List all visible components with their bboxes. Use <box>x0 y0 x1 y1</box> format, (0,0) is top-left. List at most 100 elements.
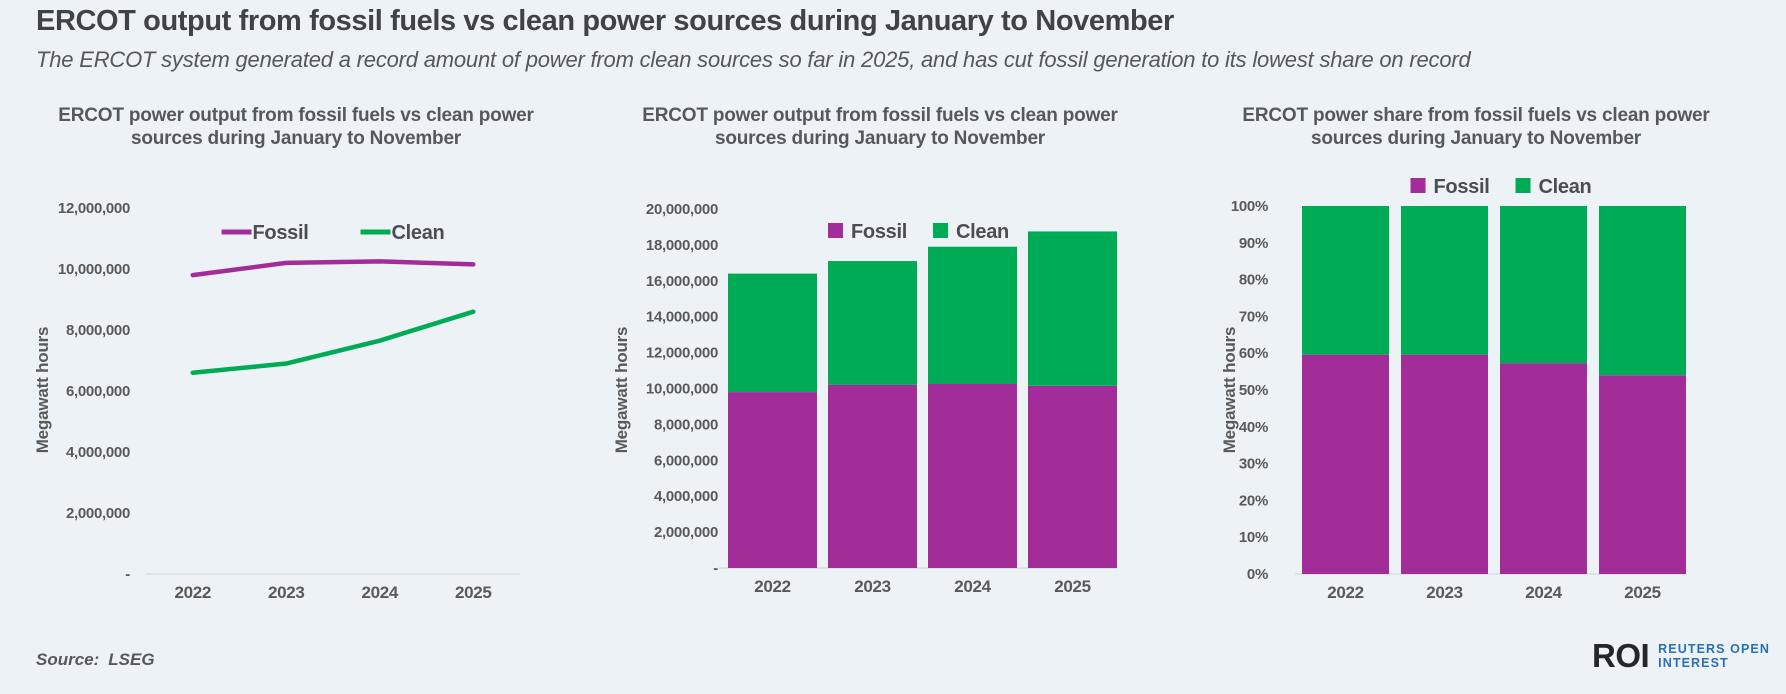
y-tick-label: 12,000,000 <box>58 200 130 217</box>
panel-stacked-bar-chart: ERCOT power output from fossil fuels vs … <box>600 95 1160 610</box>
bar-segment-fossil <box>1500 363 1587 574</box>
y-tick-label: 70% <box>1239 308 1268 325</box>
legend-label: Clean <box>392 222 445 244</box>
x-tick-label: 2022 <box>754 577 791 596</box>
y-tick-label: 80% <box>1239 272 1268 289</box>
y-axis-ticks: - 2,000,000 4,000,000 6,000,000 8,000,000 10,… <box>58 200 131 583</box>
y-tick-label: - <box>125 566 130 583</box>
bar-segment-fossil <box>828 384 917 568</box>
x-tick-label: 2023 <box>1426 583 1463 602</box>
panel-line-chart: ERCOT power output from fossil fuels vs … <box>36 95 556 610</box>
y-tick-label: 4,000,000 <box>654 488 718 505</box>
bar-segment-fossil <box>1599 375 1686 574</box>
x-tick-label: 2022 <box>174 583 211 602</box>
roi-logo-text: REUTERS OPEN INTEREST <box>1658 642 1770 670</box>
y-tick-label: 60% <box>1239 345 1268 362</box>
legend-label: Clean <box>956 221 1009 243</box>
roi-logo-mark: ROI <box>1592 637 1650 674</box>
page-title: ERCOT output from fossil fuels vs clean … <box>36 5 1174 37</box>
bar-segment-clean <box>1401 206 1488 355</box>
y-tick-label: 6,000,000 <box>66 383 130 400</box>
x-tick-label: 2025 <box>455 583 492 602</box>
roi-logo-line2: INTEREST <box>1658 655 1729 670</box>
roi-logo-line1: REUTERS OPEN <box>1658 641 1770 656</box>
x-tick-label: 2022 <box>1327 583 1364 602</box>
bar-segment-fossil <box>1401 354 1488 574</box>
y-tick-label: 14,000,000 <box>646 309 718 326</box>
legend-label: Clean <box>1539 176 1592 198</box>
stacked-bar-chart: - 2,000,000 4,000,000 6,000,000 8,000,000 10,… <box>612 201 1117 596</box>
bar-segment-fossil <box>1302 354 1389 574</box>
series-line-fossil <box>190 259 476 278</box>
x-tick-label: 2024 <box>954 577 991 596</box>
x-axis-labels: 2022 2023 2024 2025 <box>174 583 491 602</box>
bar-segment-clean <box>828 261 917 385</box>
x-tick-label: 2025 <box>1054 577 1091 596</box>
y-tick-label: 2,000,000 <box>654 524 718 541</box>
legend: Fossil Clean <box>221 222 445 244</box>
y-tick-label: 30% <box>1239 456 1268 473</box>
source-value: LSEG <box>108 650 155 669</box>
legend-square-swatch <box>933 223 949 238</box>
y-axis-title: Megawatt hours <box>612 327 631 454</box>
legend-label: Fossil <box>851 221 907 243</box>
roi-logo: ROI REUTERS OPEN INTEREST <box>1592 639 1770 672</box>
legend: Fossil Clean <box>1410 176 1592 198</box>
y-tick-label: 12,000,000 <box>646 345 718 362</box>
y-tick-label: - <box>713 560 718 577</box>
y-axis-ticks: 0% 10% 20% 30% 40% 50% 60% 70% 80% 90% 100% <box>1231 198 1268 583</box>
y-tick-label: 20% <box>1239 492 1268 509</box>
bar-segment-fossil <box>928 384 1017 568</box>
y-tick-label: 20,000,000 <box>646 201 718 218</box>
line-chart-title: ERCOT power output from fossil fuels vs … <box>58 105 534 149</box>
x-tick-label: 2023 <box>854 577 891 596</box>
source-note: Source: LSEG <box>36 650 155 670</box>
legend-label: Fossil <box>253 222 309 244</box>
y-axis-title: Megawatt hours <box>36 327 52 454</box>
x-tick-label: 2024 <box>1525 583 1562 602</box>
legend-square-swatch <box>828 223 844 238</box>
legend: Fossil Clean <box>828 221 1009 243</box>
y-tick-label: 100% <box>1231 198 1268 215</box>
y-tick-label: 6,000,000 <box>654 452 718 469</box>
x-tick-label: 2025 <box>1624 583 1661 602</box>
y-axis-title: Megawatt hours <box>1220 327 1239 454</box>
y-tick-label: 8,000,000 <box>66 322 130 339</box>
y-tick-label: 40% <box>1239 419 1268 436</box>
y-tick-label: 90% <box>1239 235 1268 252</box>
series-line-clean <box>190 309 476 375</box>
y-tick-label: 4,000,000 <box>66 444 130 461</box>
bar-segment-clean <box>1028 231 1117 386</box>
legend-square-swatch <box>1515 178 1531 193</box>
panel-share-bar-chart: ERCOT power share from fossil fuels vs c… <box>1196 95 1756 610</box>
y-tick-label: 10,000,000 <box>58 261 130 278</box>
share-bar-chart-title: ERCOT power share from fossil fuels vs c… <box>1242 105 1710 149</box>
source-label: Source: <box>36 650 100 669</box>
bar-segment-clean <box>1599 206 1686 376</box>
bar-segment-clean <box>728 273 817 393</box>
bar-segment-clean <box>928 246 1017 385</box>
page-subtitle: The ERCOT system generated a record amou… <box>36 47 1471 72</box>
y-tick-label: 10% <box>1239 529 1268 546</box>
bar-segment-clean <box>1302 206 1389 355</box>
line-chart: - 2,000,000 4,000,000 6,000,000 8,000,000 10,… <box>36 200 520 602</box>
bar-segment-clean <box>1500 206 1587 364</box>
x-tick-label: 2024 <box>361 583 398 602</box>
y-axis-ticks: - 2,000,000 4,000,000 6,000,000 8,000,000 10,… <box>646 201 719 577</box>
y-tick-label: 10,000,000 <box>646 381 718 398</box>
bar-segment-fossil <box>1028 385 1117 568</box>
y-tick-label: 0% <box>1247 566 1268 583</box>
bar-segment-fossil <box>728 392 817 568</box>
y-tick-label: 2,000,000 <box>66 505 130 522</box>
y-tick-label: 50% <box>1239 382 1268 399</box>
y-tick-label: 8,000,000 <box>654 416 718 433</box>
y-tick-label: 18,000,000 <box>646 237 718 254</box>
x-axis-labels: 2022 2023 2024 2025 <box>754 577 1091 596</box>
share-bar-chart: 0% 10% 20% 30% 40% 50% 60% 70% 80% 90% 100% Megawat… <box>1220 176 1686 602</box>
x-tick-label: 2023 <box>268 583 305 602</box>
y-tick-label: 16,000,000 <box>646 273 718 290</box>
stacked-bar-chart-title: ERCOT power output from fossil fuels vs … <box>642 105 1118 149</box>
x-axis-labels: 2022 2023 2024 2025 <box>1327 583 1661 602</box>
legend-square-swatch <box>1410 178 1426 193</box>
